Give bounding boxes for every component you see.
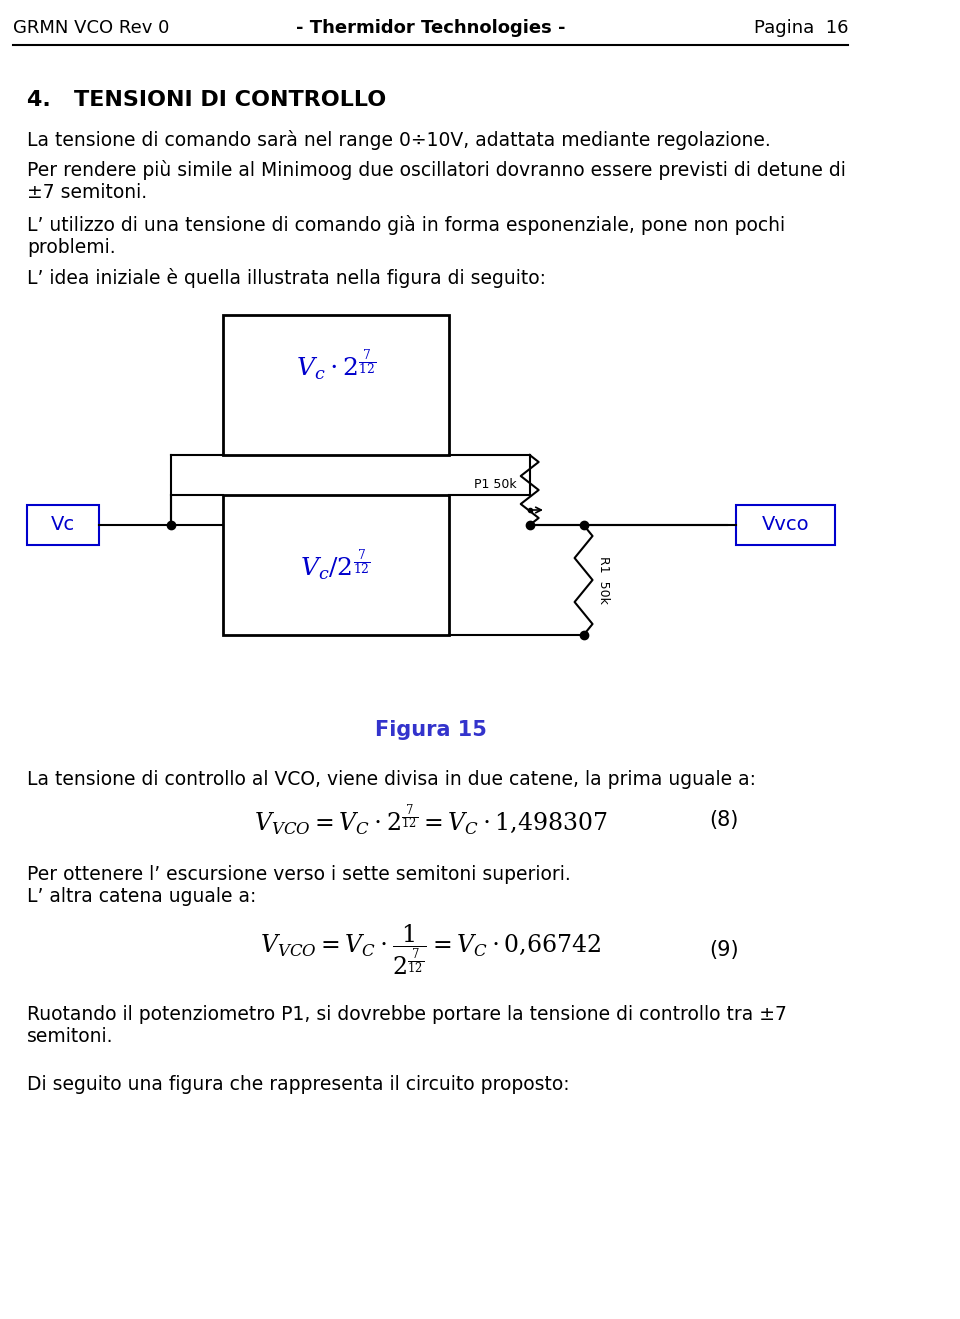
Text: Ruotando il potenziometro P1, si dovrebbe portare la tensione di controllo tra ±: Ruotando il potenziometro P1, si dovrebb…	[27, 1005, 787, 1046]
Text: La tensione di comando sarà nel range 0÷10V, adattata mediante regolazione.: La tensione di comando sarà nel range 0÷…	[27, 131, 771, 150]
Text: Vvco: Vvco	[761, 516, 809, 534]
Text: (9): (9)	[709, 940, 739, 960]
Text: $V_c/2^{\frac{7}{12}}$: $V_c/2^{\frac{7}{12}}$	[300, 547, 372, 583]
Text: Vc: Vc	[51, 516, 75, 534]
Text: $V_{VCO} = V_C \cdot \dfrac{1}{2^{\frac{7}{12}}} = V_C \cdot 0{,}66742$: $V_{VCO} = V_C \cdot \dfrac{1}{2^{\frac{…	[260, 923, 601, 977]
Text: 4.   TENSIONI DI CONTROLLO: 4. TENSIONI DI CONTROLLO	[27, 90, 386, 109]
FancyBboxPatch shape	[27, 505, 99, 545]
Text: $V_c \cdot 2^{\frac{7}{12}}$: $V_c \cdot 2^{\frac{7}{12}}$	[296, 347, 376, 383]
FancyBboxPatch shape	[223, 495, 449, 634]
Text: Figura 15: Figura 15	[375, 720, 487, 740]
Text: Di seguito una figura che rappresenta il circuito proposto:: Di seguito una figura che rappresenta il…	[27, 1075, 569, 1093]
Text: Per ottenere l’ escursione verso i sette semitoni superiori.
L’ altra catena ugu: Per ottenere l’ escursione verso i sette…	[27, 865, 570, 906]
Text: GRMN VCO Rev 0: GRMN VCO Rev 0	[13, 18, 170, 37]
Text: R1  50k: R1 50k	[597, 557, 610, 604]
Text: Pagina  16: Pagina 16	[754, 18, 849, 37]
Text: $V_{VCO} = V_C \cdot 2^{\frac{7}{12}} = V_C \cdot 1{,}498307$: $V_{VCO} = V_C \cdot 2^{\frac{7}{12}} = …	[254, 802, 608, 838]
FancyBboxPatch shape	[223, 315, 449, 455]
FancyBboxPatch shape	[736, 505, 835, 545]
Text: L’ idea iniziale è quella illustrata nella figura di seguito:: L’ idea iniziale è quella illustrata nel…	[27, 268, 546, 288]
Text: L’ utilizzo di una tensione di comando già in forma esponenziale, pone non pochi: L’ utilizzo di una tensione di comando g…	[27, 215, 785, 257]
Text: Per rendere più simile al Minimoog due oscillatori dovranno essere previsti di d: Per rendere più simile al Minimoog due o…	[27, 160, 846, 202]
Text: La tensione di controllo al VCO, viene divisa in due catene, la prima uguale a:: La tensione di controllo al VCO, viene d…	[27, 770, 756, 789]
Text: P1 50k: P1 50k	[473, 479, 516, 492]
Text: - Thermidor Technologies -: - Thermidor Technologies -	[297, 18, 565, 37]
Text: (8): (8)	[709, 810, 738, 830]
